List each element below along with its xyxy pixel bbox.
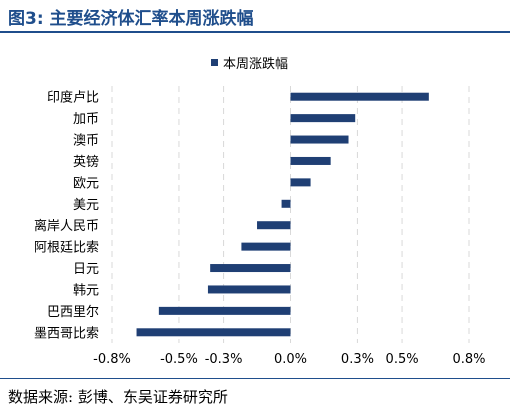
category-label: 离岸人民币: [34, 218, 99, 234]
bar: [207, 285, 291, 294]
legend: 本周涨跌幅: [211, 56, 288, 72]
tick-label: 0.3%: [341, 352, 374, 367]
title-bar: 图3: 主要经济体汇率本周涨跌幅: [0, 0, 510, 33]
category-label: 阿根廷比索: [34, 241, 99, 256]
x-axis-ticks: -0.8% -0.5% -0.3% 0.0% 0.3% 0.5% 0.8%: [93, 352, 485, 367]
tick-label: 0.5%: [386, 352, 419, 367]
tick-label: 0.8%: [452, 352, 485, 367]
bars: [136, 92, 429, 337]
bar: [241, 242, 291, 251]
title-divider: [0, 31, 510, 33]
figure-title: 图3: 主要经济体汇率本周涨跌幅: [8, 9, 254, 29]
category-label: 加币: [73, 112, 99, 127]
category-label: 澳币: [73, 133, 99, 149]
category-label: 欧元: [73, 176, 99, 191]
bar: [290, 156, 331, 165]
source-divider: [0, 378, 510, 379]
tick-label: -0.5%: [160, 352, 198, 367]
tick-label: 0.0%: [274, 352, 307, 367]
bar: [136, 328, 291, 337]
legend-label: 本周涨跌幅: [223, 56, 288, 72]
bar: [290, 178, 311, 187]
bar: [158, 306, 291, 315]
tick-label: -0.3%: [205, 352, 243, 367]
category-label: 日元: [73, 262, 99, 277]
bar: [290, 135, 349, 144]
category-label: 韩元: [73, 283, 99, 298]
category-label: 印度卢比: [47, 90, 99, 106]
bar: [257, 221, 291, 230]
category-label: 墨西哥比索: [34, 326, 99, 341]
source-note: 数据来源: 彭博、东吴证券研究所: [8, 388, 228, 406]
category-label: 美元: [73, 198, 99, 213]
bar: [210, 264, 291, 273]
legend-swatch: [211, 59, 218, 66]
tick-label: -0.8%: [93, 352, 131, 367]
bar: [290, 92, 429, 101]
bar: [290, 114, 356, 123]
grid-lines: [111, 86, 470, 343]
bar: [281, 199, 291, 208]
category-label: 英镑: [73, 154, 99, 170]
category-label: 巴西里尔: [47, 305, 99, 320]
